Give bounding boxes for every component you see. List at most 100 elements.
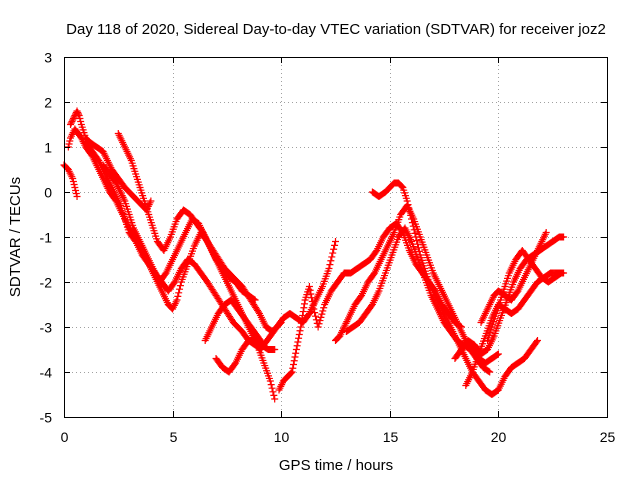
data-point [317, 313, 325, 321]
data-point [300, 300, 308, 308]
data-point [294, 338, 302, 346]
series-track-12 [368, 179, 541, 398]
data-point [493, 351, 501, 359]
data-point [66, 137, 74, 145]
series-track-7 [201, 238, 339, 349]
y-tick-label: -1 [40, 230, 53, 246]
data-point [70, 113, 78, 121]
data-point [332, 238, 339, 245]
data-point [176, 285, 184, 293]
y-axis-label: SDTVAR / TECUs [7, 177, 24, 297]
data-point [296, 327, 304, 335]
data-point [76, 115, 84, 122]
data-point [67, 119, 75, 127]
data-point [74, 110, 82, 118]
data-point [69, 116, 77, 124]
series-track-10 [332, 202, 502, 367]
y-tick-label: 1 [44, 140, 52, 156]
data-point [174, 292, 182, 300]
y-tick-label: -3 [40, 320, 53, 336]
data-point [310, 305, 318, 313]
data-point [410, 226, 418, 234]
data-point [331, 241, 339, 249]
data-point [325, 265, 333, 272]
data-point [271, 346, 279, 353]
data-point [307, 290, 315, 298]
data-point [298, 315, 306, 323]
data-point [74, 109, 82, 116]
data-point [290, 361, 298, 368]
data-point [326, 261, 334, 269]
x-tick-label: 0 [61, 429, 69, 445]
series-track-1 [60, 161, 81, 200]
data-point [293, 342, 301, 350]
data-point [305, 283, 313, 290]
x-tick-label: 15 [383, 429, 399, 445]
data-point [267, 381, 275, 389]
data-point [72, 187, 80, 194]
data-point [299, 311, 307, 319]
data-point [297, 319, 305, 327]
data-point [300, 304, 308, 312]
series-track-8 [212, 337, 279, 376]
data-point [308, 298, 316, 305]
data-point [533, 337, 541, 344]
grid-lines [64, 57, 607, 417]
y-tick-label: 3 [44, 50, 52, 66]
data-point [318, 310, 326, 318]
data-point [266, 377, 274, 385]
x-tick-label: 10 [274, 429, 290, 445]
data-point [292, 349, 300, 357]
data-point [69, 115, 77, 122]
data-point [411, 229, 419, 237]
tick-labels: 0 5 10 15 20 25 -5 -4 -3 -2 -1 0 1 2 3 [40, 50, 616, 446]
series-track-6 [114, 130, 259, 304]
data-point [73, 107, 81, 115]
y-tick-label: -4 [40, 365, 53, 381]
data-point [288, 368, 296, 376]
data-point [330, 245, 338, 253]
data-point [311, 309, 319, 317]
x-tick-label: 5 [170, 429, 178, 445]
data-point [71, 184, 79, 191]
data-point [176, 282, 184, 290]
series-track-14 [462, 269, 568, 389]
data-point [299, 308, 307, 316]
data-point [75, 112, 83, 119]
data-point [485, 367, 493, 375]
data-point [73, 193, 81, 200]
data-point [269, 388, 277, 396]
series-track-4 [82, 139, 266, 353]
data-point [404, 201, 412, 209]
data-point [268, 384, 276, 392]
data-markers [60, 107, 568, 403]
x-tick-label: 25 [600, 429, 616, 445]
data-point [415, 247, 423, 255]
data-point [312, 316, 320, 324]
data-point [291, 353, 299, 361]
x-axis-label: GPS time / hours [279, 457, 393, 474]
series-track-16 [477, 229, 550, 326]
data-point [173, 296, 181, 304]
data-point [486, 368, 494, 376]
data-point [319, 307, 327, 315]
data-point [314, 323, 322, 331]
data-point [289, 364, 297, 372]
data-point [271, 395, 279, 403]
data-point [494, 350, 502, 358]
data-point [412, 233, 420, 241]
data-point [542, 229, 550, 236]
data-point [408, 219, 416, 227]
data-point [65, 140, 73, 148]
data-point [69, 178, 77, 185]
data-point [556, 270, 564, 278]
data-point [413, 237, 421, 245]
data-point [68, 118, 76, 125]
data-point [295, 331, 303, 338]
data-point [327, 257, 335, 265]
data-point [320, 304, 328, 312]
data-point [72, 190, 80, 197]
data-point [315, 320, 323, 328]
data-point [290, 357, 298, 365]
data-point [250, 295, 258, 303]
